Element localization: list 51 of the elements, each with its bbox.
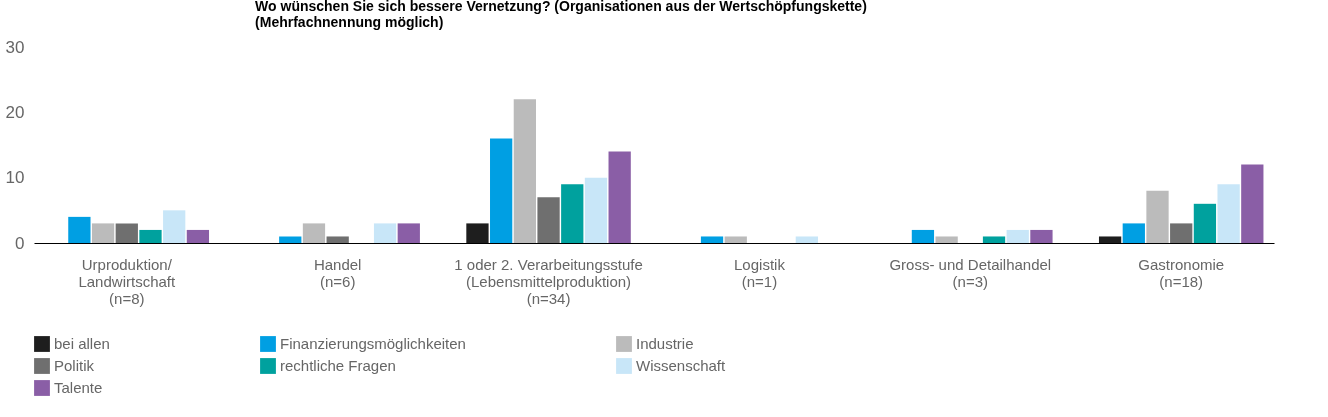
x-tick-label: Logistik (n=1) [734, 255, 786, 290]
bar [795, 236, 818, 243]
bar [163, 210, 186, 243]
bar [279, 236, 302, 243]
chart-title: Wo wünschen Sie sich bessere Vernetzung? (Organisationen aus der Wertschöpfungskette) (Mehrfachnennung möglich) [255, 0, 867, 30]
bar [911, 229, 935, 243]
bar [1170, 223, 1193, 243]
bar [1030, 229, 1053, 243]
bar [1122, 223, 1145, 243]
legend-label: bei allen [54, 335, 110, 352]
legend-label: Finanzierungsmöglichkeiten [280, 335, 466, 352]
bar [490, 138, 513, 243]
bar [373, 223, 397, 243]
legend-label: Talente [54, 379, 103, 396]
x-tick-label: Gross- und Detailhandel (n=3) [889, 255, 1052, 290]
bar [1241, 164, 1264, 243]
bar [1217, 184, 1240, 243]
bar [1006, 229, 1029, 243]
x-tick-label: Gastronomie (n=18) [1138, 255, 1225, 290]
bar [584, 177, 608, 243]
bar [466, 223, 489, 243]
bar [186, 229, 210, 243]
y-tick-label: 10 [5, 168, 25, 188]
x-tick-label: Urproduktion/ Landwirtschaft (n=8) [78, 255, 176, 307]
bar [91, 223, 115, 243]
legend-label: Wissenschaft [636, 357, 727, 374]
legend-label: Industrie [636, 335, 694, 352]
bar [608, 151, 631, 243]
bar [561, 184, 584, 243]
bar [1146, 190, 1169, 243]
bar [1098, 236, 1122, 243]
bar [724, 236, 747, 243]
bar [1193, 203, 1217, 243]
bar [326, 236, 349, 243]
bar [302, 223, 326, 243]
bar [139, 229, 162, 243]
y-tick-label: 30 [5, 37, 25, 57]
x-tick-label: Handel (n=6) [313, 255, 362, 290]
legend-label: Politik [54, 357, 95, 374]
x-tick-label: 1 oder 2. Verarbeitungsstufe (Lebensmittelproduktion) (n=34) [454, 255, 643, 307]
bar [68, 216, 91, 243]
bar [700, 236, 724, 243]
bar [115, 223, 138, 243]
bar [935, 236, 958, 243]
bar [982, 236, 1006, 243]
bar [513, 99, 536, 243]
y-tick-label: 20 [5, 102, 25, 122]
bar [397, 223, 420, 243]
legend-label: rechtliche Fragen [280, 357, 396, 374]
bar [537, 197, 560, 243]
y-tick-label: 0 [15, 233, 25, 253]
